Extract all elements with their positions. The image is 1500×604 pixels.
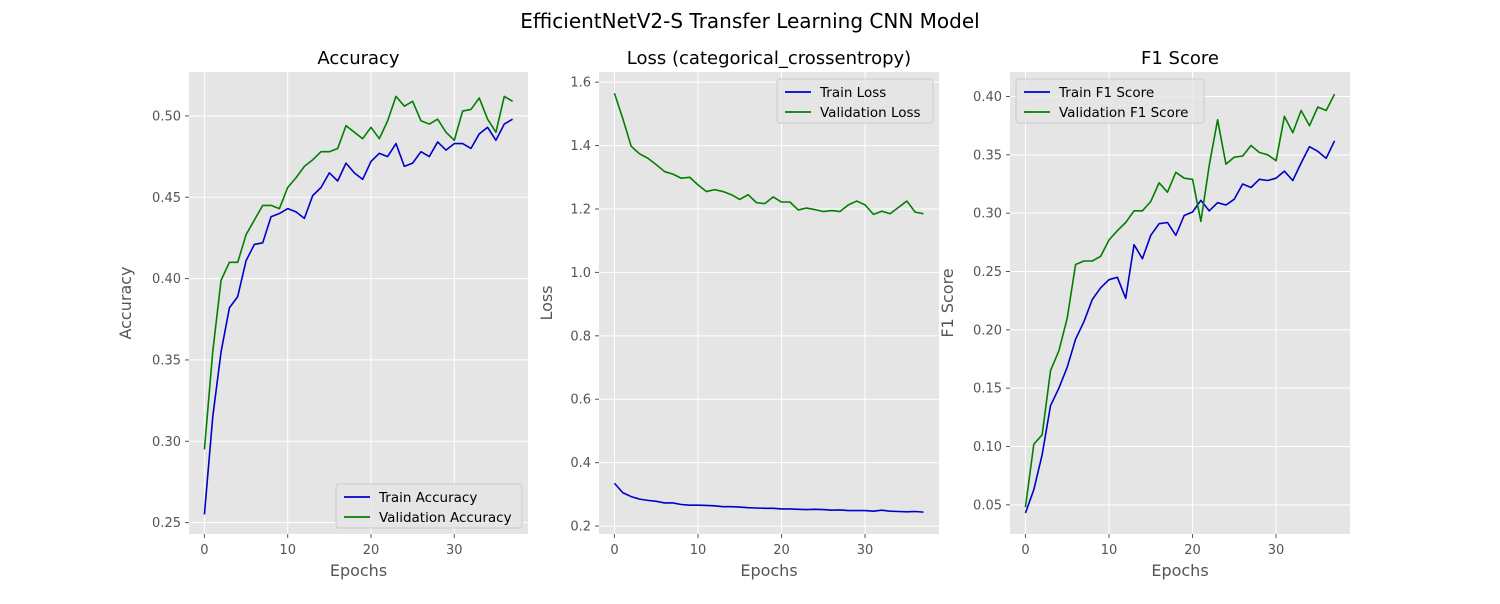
subplot-title: F1 Score (1141, 48, 1219, 69)
x-tick-label: 10 (279, 543, 296, 558)
subplot-title: Accuracy (317, 48, 400, 69)
figure-suptitle: EfficientNetV2-S Transfer Learning CNN M… (520, 9, 979, 33)
y-tick-label: 0.50 (152, 109, 181, 124)
legend-box (776, 78, 934, 124)
legend-label: Validation Loss (820, 105, 921, 121)
y-tick-label: 0.4 (570, 456, 591, 471)
x-axis-label: Epochs (740, 561, 797, 580)
legend-box (335, 483, 523, 529)
series-line-train (613, 482, 924, 513)
legend: Train Accuracy Validation Accuracy (335, 483, 523, 529)
y-tick-label: 0.40 (152, 272, 181, 287)
x-tick-label: 0 (200, 543, 208, 558)
y-tick-label: 0.10 (973, 440, 1002, 455)
x-tick-label: 30 (446, 543, 463, 558)
y-tick-label: 0.25 (152, 516, 181, 531)
y-tick-label: 0.2 (570, 520, 591, 535)
y-tick-label: 1.4 (570, 139, 591, 154)
legend-label: Train Loss (819, 85, 886, 101)
y-tick-label: 1.6 (570, 76, 591, 91)
subplot-1: 0 10 20 30 0.25 0.30 0.35 0.40 0.45 0.50 Accuracy E… (116, 48, 528, 580)
y-tick-label: 0.30 (973, 207, 1002, 222)
y-tick-label: 0.6 (570, 393, 591, 408)
plot-area (1010, 72, 1350, 534)
y-tick-label: 0.35 (152, 353, 181, 368)
legend-label: Validation F1 Score (1059, 105, 1188, 121)
plot-area (189, 72, 528, 534)
y-axis-label: Accuracy (116, 266, 135, 339)
y-axis-label: F1 Score (938, 268, 957, 337)
y-tick-label: 1.2 (570, 202, 591, 217)
y-tick-label: 0.40 (973, 90, 1002, 105)
legend-label: Train Accuracy (378, 490, 477, 506)
legend: Train F1 Score Validation F1 Score (1015, 78, 1205, 124)
subplot-3: 0 10 20 30 0.05 0.10 0.15 0.20 0.25 0.30 0.35 0.40 F… (938, 48, 1350, 580)
x-axis-label: Epochs (1151, 561, 1208, 580)
series-line-validation (203, 95, 513, 450)
series-line-validation (1024, 93, 1336, 508)
series-line-validation (613, 92, 924, 216)
subplot-2: 0 10 20 30 0.2 0.4 0.6 0.8 1.0 1.2 1.4 1.6 Loss (cat… (537, 48, 939, 580)
subplot-title: Loss (categorical_crossentropy) (627, 48, 911, 69)
y-tick-label: 0.15 (973, 382, 1002, 397)
legend-label: Train F1 Score (1058, 85, 1154, 101)
y-tick-label: 0.8 (570, 329, 591, 344)
x-tick-label: 20 (1184, 543, 1201, 558)
legend: Train Loss Validation Loss (776, 78, 934, 124)
x-tick-label: 20 (363, 543, 380, 558)
series-line-train (203, 118, 513, 515)
x-tick-label: 20 (773, 543, 790, 558)
legend-box (1015, 78, 1205, 124)
panels: 0 10 20 300.250.300.350.400.450.50AccuracyE… (116, 48, 1350, 580)
plot-area (599, 72, 939, 534)
y-tick-label: 0.35 (973, 148, 1002, 163)
y-tick-label: 0.25 (973, 265, 1002, 280)
x-tick-label: 30 (857, 543, 874, 558)
x-tick-label: 10 (690, 543, 707, 558)
x-axis-label: Epochs (330, 561, 387, 580)
y-tick-label: 0.05 (973, 498, 1002, 513)
x-tick-label: 0 (1021, 543, 1029, 558)
x-tick-label: 0 (610, 543, 618, 558)
y-tick-label: 0.20 (973, 323, 1002, 338)
x-tick-label: 10 (1101, 543, 1118, 558)
legend-label: Validation Accuracy (379, 510, 512, 526)
series-line-train (1024, 140, 1336, 514)
y-axis-label: Loss (537, 285, 556, 320)
y-tick-label: 0.45 (152, 191, 181, 206)
x-tick-label: 30 (1268, 543, 1285, 558)
y-tick-label: 1.0 (570, 266, 591, 281)
y-tick-label: 0.30 (152, 435, 181, 450)
